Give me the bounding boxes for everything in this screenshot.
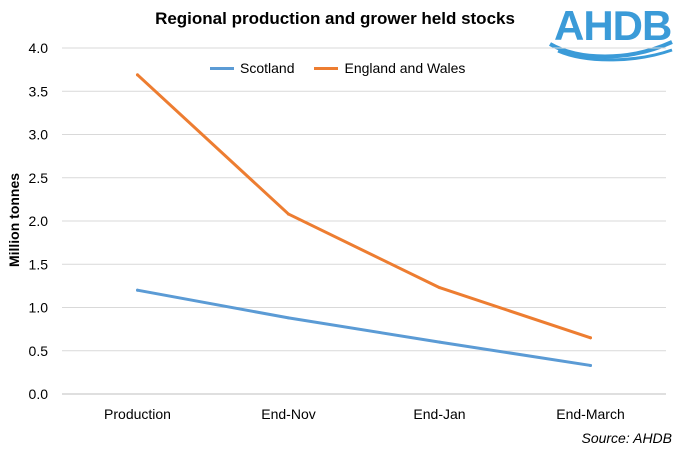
x-tick-label: End-March: [556, 406, 624, 422]
y-tick-label: 2.0: [29, 213, 49, 229]
series-line-scotland: [136, 288, 592, 367]
y-tick-label: 0.0: [29, 386, 49, 402]
data-point: [287, 316, 290, 320]
data-point: [438, 340, 441, 344]
chart-title: Regional production and grower held stoc…: [155, 9, 515, 28]
x-tick-label: End-Nov: [261, 406, 315, 422]
y-tick-label: 4.0: [29, 40, 49, 56]
y-tick-label: 1.5: [29, 256, 49, 272]
data-point: [589, 363, 592, 367]
series-line-england-and-wales: [136, 73, 592, 340]
y-tick-label: 3.5: [29, 83, 49, 99]
source-note: Source: AHDB: [581, 430, 672, 446]
legend-label: Scotland: [240, 60, 295, 76]
y-tick-label: 1.0: [29, 300, 49, 316]
legend-swatch: [314, 66, 339, 70]
legend-item-england-wales: England and Wales: [314, 60, 465, 76]
ahdb-logo-text: AHDB: [554, 2, 672, 49]
data-point: [136, 288, 139, 292]
legend-item-scotland: Scotland: [210, 60, 294, 76]
data-point: [287, 212, 290, 216]
y-tick-label: 3.0: [29, 127, 49, 143]
y-tick-label: 2.5: [29, 170, 49, 186]
data-point: [438, 286, 441, 290]
y-tick-label: 0.5: [29, 343, 49, 359]
legend: Scotland England and Wales: [210, 60, 465, 76]
legend-label: England and Wales: [344, 60, 466, 76]
x-tick-label: Production: [104, 406, 171, 422]
x-tick-label: End-Jan: [413, 406, 465, 422]
legend-swatch: [210, 66, 234, 70]
data-point: [589, 336, 592, 340]
data-point: [136, 73, 139, 77]
